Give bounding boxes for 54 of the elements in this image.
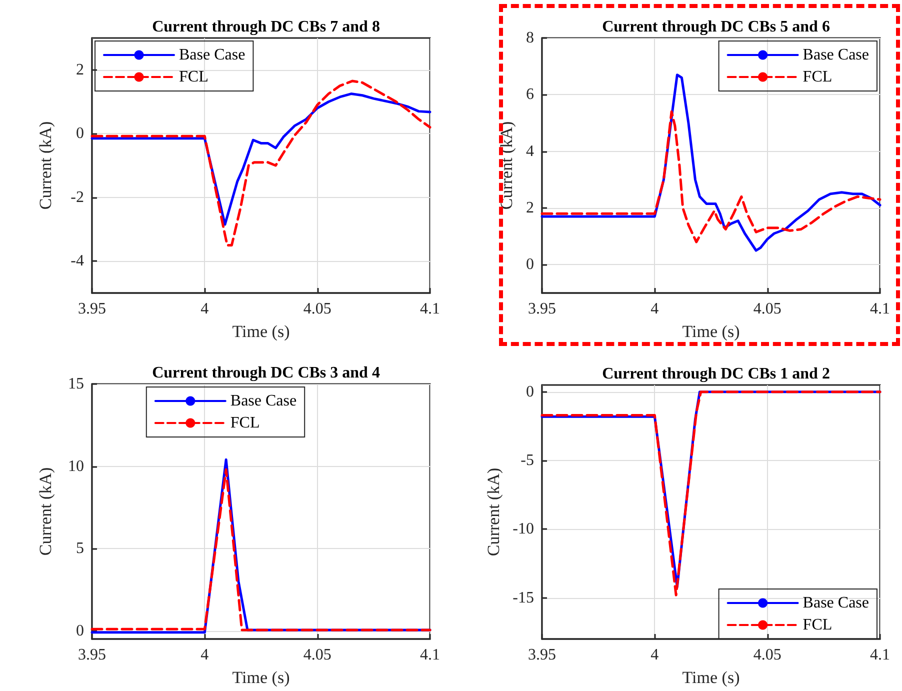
y-tick-label: -15 [512,589,534,606]
x-tick-label: 4 [650,300,659,318]
x-tick-label: 4.05 [303,646,332,664]
y-tick-label: 0 [76,622,84,640]
y-tick-label: -10 [512,520,534,538]
x-tick-label: 4.05 [753,300,782,318]
chart-title: Current through DC CBs 1 and 2 [602,366,830,382]
x-tick-label: 3.95 [78,646,106,664]
y-tick-label: 6 [526,86,534,104]
y-tick-label: 4 [526,142,534,160]
x-tick-label: 3.95 [528,646,556,664]
legend-label: Base Case [802,46,869,64]
x-tick-label: 4.1 [420,646,440,664]
x-tick-label: 4.05 [753,646,782,664]
legend-label: FCL [802,68,832,86]
y-tick-label: 15 [68,376,84,392]
legend-label: FCL [230,414,260,432]
line-series [540,110,882,244]
x-axis-title: Time (s) [232,322,290,341]
y-tick-label: 5 [76,540,84,558]
x-axis-title: Time (s) [682,668,740,687]
y-axis-title: Current (kA) [36,467,55,556]
x-axis-title: Time (s) [682,322,740,341]
x-tick-label: 4.05 [303,300,332,318]
x-tick-label: 4.1 [870,300,890,318]
x-tick-label: 4 [200,646,209,664]
y-tick-label: 0 [526,383,534,400]
chart-title: Current through DC CBs 5 and 6 [602,18,830,36]
legend-label: Base Case [230,392,297,410]
y-tick-label: -4 [70,252,84,270]
x-tick-label: 4 [200,300,209,318]
y-tick-label: 2 [526,200,534,216]
y-tick-label: 8 [526,30,534,46]
y-tick-label: 10 [68,458,84,475]
y-axis-title: Current (kA) [497,121,516,210]
y-tick-label: 0 [526,256,534,274]
x-tick-label: 3.95 [78,300,106,318]
y-tick-label: -5 [520,452,534,470]
x-tick-label: 4 [650,646,659,664]
x-axis-title: Time (s) [232,668,290,687]
y-tick-label: 0 [76,125,84,142]
chart-title: Current through DC CBs 7 and 8 [152,18,380,36]
y-tick-label: -2 [70,188,84,206]
chart-title: Current through DC CBs 3 and 4 [152,364,380,382]
legend-label: FCL [802,616,832,634]
y-axis-title: Current (kA) [484,468,503,556]
x-tick-label: 3.95 [528,300,556,318]
x-tick-label: 4.1 [870,646,890,664]
y-axis-title: Current (kA) [36,121,55,210]
legend-label: Base Case [179,46,246,64]
x-tick-label: 4.1 [420,300,440,318]
legend-label: FCL [179,68,208,86]
y-tick-label: 2 [76,61,84,78]
legend-label: Base Case [802,594,869,612]
